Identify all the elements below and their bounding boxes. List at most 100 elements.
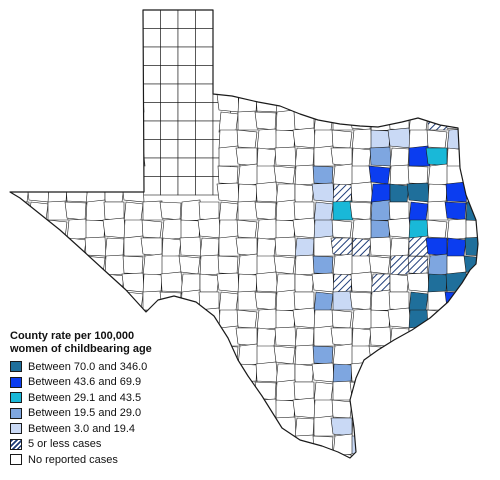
- county: [464, 326, 478, 347]
- county: [408, 399, 429, 420]
- county: [216, 362, 240, 383]
- county: [142, 65, 161, 85]
- county: [218, 291, 239, 313]
- county: [236, 129, 258, 149]
- county: [159, 291, 182, 311]
- county: [427, 380, 449, 401]
- county: [389, 183, 410, 203]
- county: [445, 361, 469, 383]
- county: [161, 237, 182, 258]
- county: [104, 183, 125, 203]
- county: [463, 435, 478, 455]
- legend-label: Between 43.6 and 69.9: [28, 376, 142, 389]
- county: [427, 163, 450, 187]
- county: [408, 381, 429, 403]
- county: [46, 129, 68, 149]
- county: [104, 93, 125, 113]
- legend-swatch: [10, 454, 22, 466]
- county: [85, 309, 106, 329]
- county: [195, 65, 214, 85]
- county: [332, 453, 353, 458]
- county: [332, 253, 355, 277]
- county: [195, 46, 214, 66]
- county: [212, 28, 231, 48]
- legend-item: No reported cases: [10, 452, 210, 468]
- county: [28, 235, 51, 257]
- county: [66, 218, 88, 241]
- county: [292, 307, 317, 329]
- county: [408, 291, 429, 313]
- county: [407, 345, 429, 365]
- county: [195, 102, 214, 122]
- county: [64, 201, 87, 221]
- county: [218, 399, 239, 420]
- county: [140, 237, 163, 257]
- county: [160, 271, 184, 293]
- county: [370, 453, 391, 458]
- county: [66, 255, 87, 275]
- county: [212, 46, 231, 66]
- county: [237, 453, 258, 458]
- county: [311, 182, 335, 203]
- county: [256, 308, 278, 331]
- county: [142, 157, 161, 177]
- county: [28, 219, 49, 240]
- county: [274, 326, 297, 347]
- county: [370, 93, 391, 115]
- county: [408, 415, 431, 437]
- county: [237, 183, 258, 204]
- county: [10, 111, 30, 131]
- county: [427, 343, 450, 367]
- county: [275, 129, 296, 149]
- county: [351, 255, 372, 275]
- county: [47, 200, 69, 221]
- county: [179, 236, 202, 257]
- county: [177, 157, 196, 177]
- texas-state-outline: [9, 9, 479, 459]
- county: [104, 164, 126, 186]
- county: [464, 416, 478, 437]
- county: [387, 127, 412, 149]
- county: [445, 181, 469, 203]
- county: [369, 146, 392, 167]
- county: [177, 28, 196, 48]
- county: [408, 325, 431, 347]
- legend-swatch: [10, 376, 22, 388]
- county: [26, 92, 50, 113]
- county: [83, 165, 106, 185]
- county: [83, 255, 106, 275]
- county: [331, 309, 353, 329]
- county: [10, 201, 30, 221]
- county: [66, 147, 87, 168]
- county: [465, 453, 478, 458]
- county: [388, 381, 410, 401]
- county: [349, 111, 372, 131]
- county: [446, 345, 467, 365]
- county: [332, 363, 353, 384]
- county: [311, 272, 335, 293]
- legend-swatch: [10, 407, 22, 419]
- county: [237, 200, 259, 221]
- county: [446, 327, 467, 348]
- county: [330, 147, 353, 167]
- county: [332, 200, 354, 221]
- county: [10, 147, 30, 169]
- county: [235, 237, 258, 257]
- county: [465, 273, 478, 295]
- county: [160, 176, 179, 196]
- county: [123, 145, 146, 167]
- county: [332, 110, 354, 131]
- county: [407, 435, 429, 455]
- county: [426, 309, 448, 329]
- county: [47, 273, 68, 294]
- county: [464, 146, 478, 167]
- county: [66, 128, 88, 151]
- county: [142, 176, 161, 196]
- county: [104, 273, 125, 293]
- county: [292, 397, 317, 419]
- county: [294, 164, 316, 186]
- legend-label: Between 19.5 and 29.0: [28, 407, 142, 420]
- county: [237, 273, 258, 294]
- county: [388, 201, 410, 221]
- county: [427, 253, 450, 277]
